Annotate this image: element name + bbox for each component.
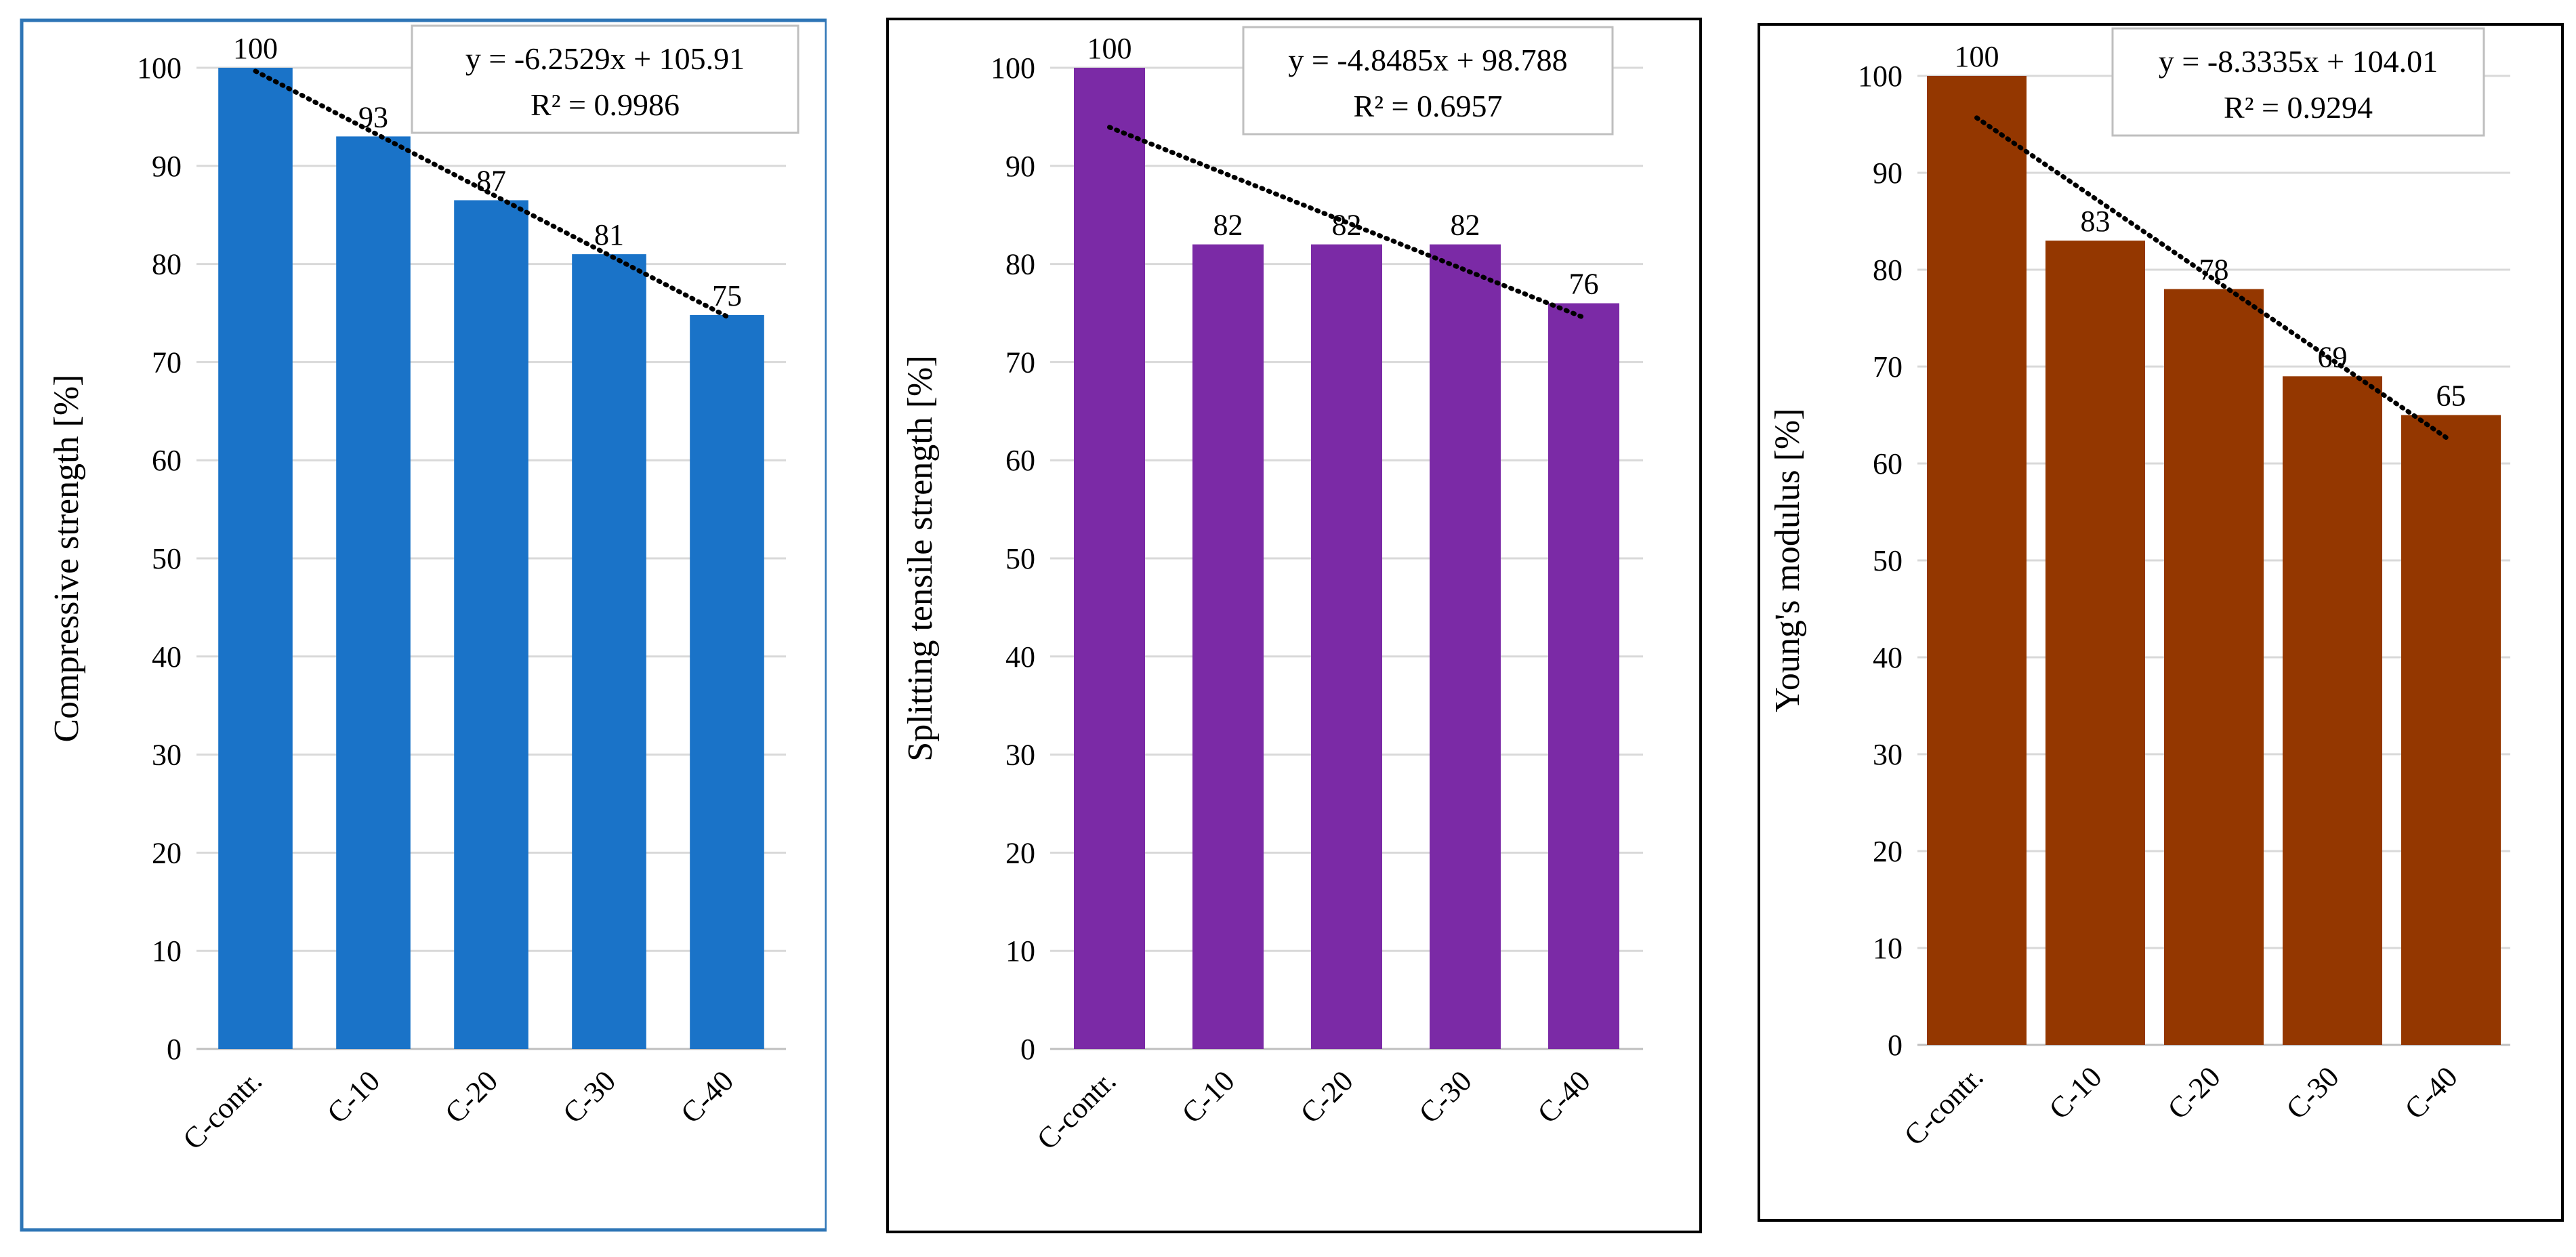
bar	[218, 68, 293, 1049]
y-tick-label: 80	[1873, 253, 1903, 287]
bar	[1548, 303, 1619, 1049]
y-tick-label: 70	[1005, 346, 1035, 379]
trendline-equation-box	[2111, 27, 2485, 137]
y-tick-label: 90	[1005, 150, 1035, 183]
bar	[690, 314, 764, 1049]
trendline-r-squared: R² = 0.6957	[1354, 89, 1503, 123]
y-tick-label: 50	[1873, 544, 1903, 577]
trendline-equation: y = -6.2529x + 105.91	[465, 41, 745, 76]
bar	[2164, 289, 2264, 1046]
y-tick-label: 70	[1873, 350, 1903, 384]
data-label: 82	[1213, 209, 1243, 242]
y-tick-label: 100	[991, 51, 1035, 85]
bar	[1430, 244, 1501, 1049]
data-label: 78	[2199, 253, 2229, 287]
data-label: 82	[1332, 209, 1362, 242]
chart-svg: 010203040506070809010010093878175C-contr…	[20, 18, 829, 1232]
y-tick-label: 0	[167, 1033, 182, 1066]
trendline-r-squared: R² = 0.9986	[531, 87, 680, 122]
y-tick-label: 0	[1020, 1033, 1035, 1066]
y-tick-label: 50	[1005, 542, 1035, 575]
splitting-tensile-strength-chart: 0 10 20 30 40 50 60 70 80 90 100 100 82 82 82 76 C-contr…	[881, 0, 1707, 1254]
youngs-modulus-chart: 0 10 20 30 40 50 60 70 80 90 100 100 83 78 69 65 C-contr…	[1748, 0, 2575, 1254]
trendline	[253, 68, 730, 319]
y-tick-label: 10	[152, 934, 182, 968]
y-tick-label: 80	[1005, 248, 1035, 281]
y-tick-label: 20	[1005, 836, 1035, 869]
bar	[336, 136, 411, 1050]
data-label: 76	[1569, 268, 1599, 301]
y-tick-label: 100	[1858, 60, 1903, 93]
data-label: 69	[2318, 340, 2348, 373]
data-label: 100	[233, 32, 278, 65]
chart-svg: 010203040506070809010010083786965C-contr…	[1758, 23, 2564, 1222]
trendline-equation-box	[1242, 26, 1614, 136]
y-tick-label: 60	[1873, 447, 1903, 480]
trendline-equation: y = -4.8485x + 98.788	[1288, 43, 1567, 77]
trendline	[1107, 125, 1586, 321]
y-axis-title: Young's modulus [%]	[1768, 408, 1807, 712]
y-tick-label: 40	[1873, 641, 1903, 674]
bar	[2401, 415, 2501, 1045]
trendline	[1974, 115, 2453, 444]
y-axis-title: Compressive strength [%]	[47, 374, 86, 742]
data-label: 75	[712, 279, 742, 312]
data-label: 83	[2081, 205, 2111, 238]
bar	[454, 200, 528, 1050]
bar	[572, 254, 646, 1049]
y-tick-label: 10	[1005, 934, 1035, 968]
bar	[1311, 244, 1382, 1049]
bar	[2283, 376, 2382, 1045]
trendline-equation: y = -8.3335x + 104.01	[2159, 44, 2438, 79]
data-label: 93	[358, 100, 388, 133]
y-tick-label: 80	[152, 248, 182, 281]
y-tick-label: 20	[1873, 835, 1903, 868]
y-axis-title: Splitting tensile strength [%]	[901, 355, 940, 761]
bar	[2045, 241, 2145, 1046]
y-tick-label: 40	[1005, 640, 1035, 674]
y-tick-label: 90	[1873, 157, 1903, 190]
y-tick-label: 30	[152, 739, 182, 772]
y-tick-label: 0	[1888, 1029, 1903, 1062]
bar	[1927, 76, 2027, 1045]
compressive-strength-chart: 0 10 20 30 40 50 60 70 80 90 100 100 93 87 81 75 C-contr…	[0, 0, 829, 1254]
y-tick-label: 10	[1873, 932, 1903, 965]
y-tick-label: 30	[1873, 738, 1903, 771]
y-tick-label: 90	[152, 150, 182, 183]
data-label: 87	[476, 164, 506, 197]
data-label: 100	[1087, 32, 1132, 65]
trendline-r-squared: R² = 0.9294	[2224, 90, 2373, 125]
data-label: 82	[1451, 209, 1480, 242]
y-tick-label: 100	[137, 51, 182, 85]
bar	[1074, 68, 1145, 1049]
y-tick-label: 60	[1005, 444, 1035, 477]
trendline-equation-box	[411, 24, 799, 134]
y-tick-label: 20	[152, 836, 182, 869]
data-label: 65	[2436, 379, 2466, 413]
data-label: 100	[1955, 40, 1999, 73]
y-tick-label: 60	[152, 444, 182, 477]
y-tick-label: 40	[152, 640, 182, 674]
y-tick-label: 70	[152, 346, 182, 379]
bar	[1192, 244, 1264, 1049]
y-tick-label: 30	[1005, 739, 1035, 772]
y-tick-label: 50	[152, 542, 182, 575]
data-label: 81	[594, 218, 624, 251]
